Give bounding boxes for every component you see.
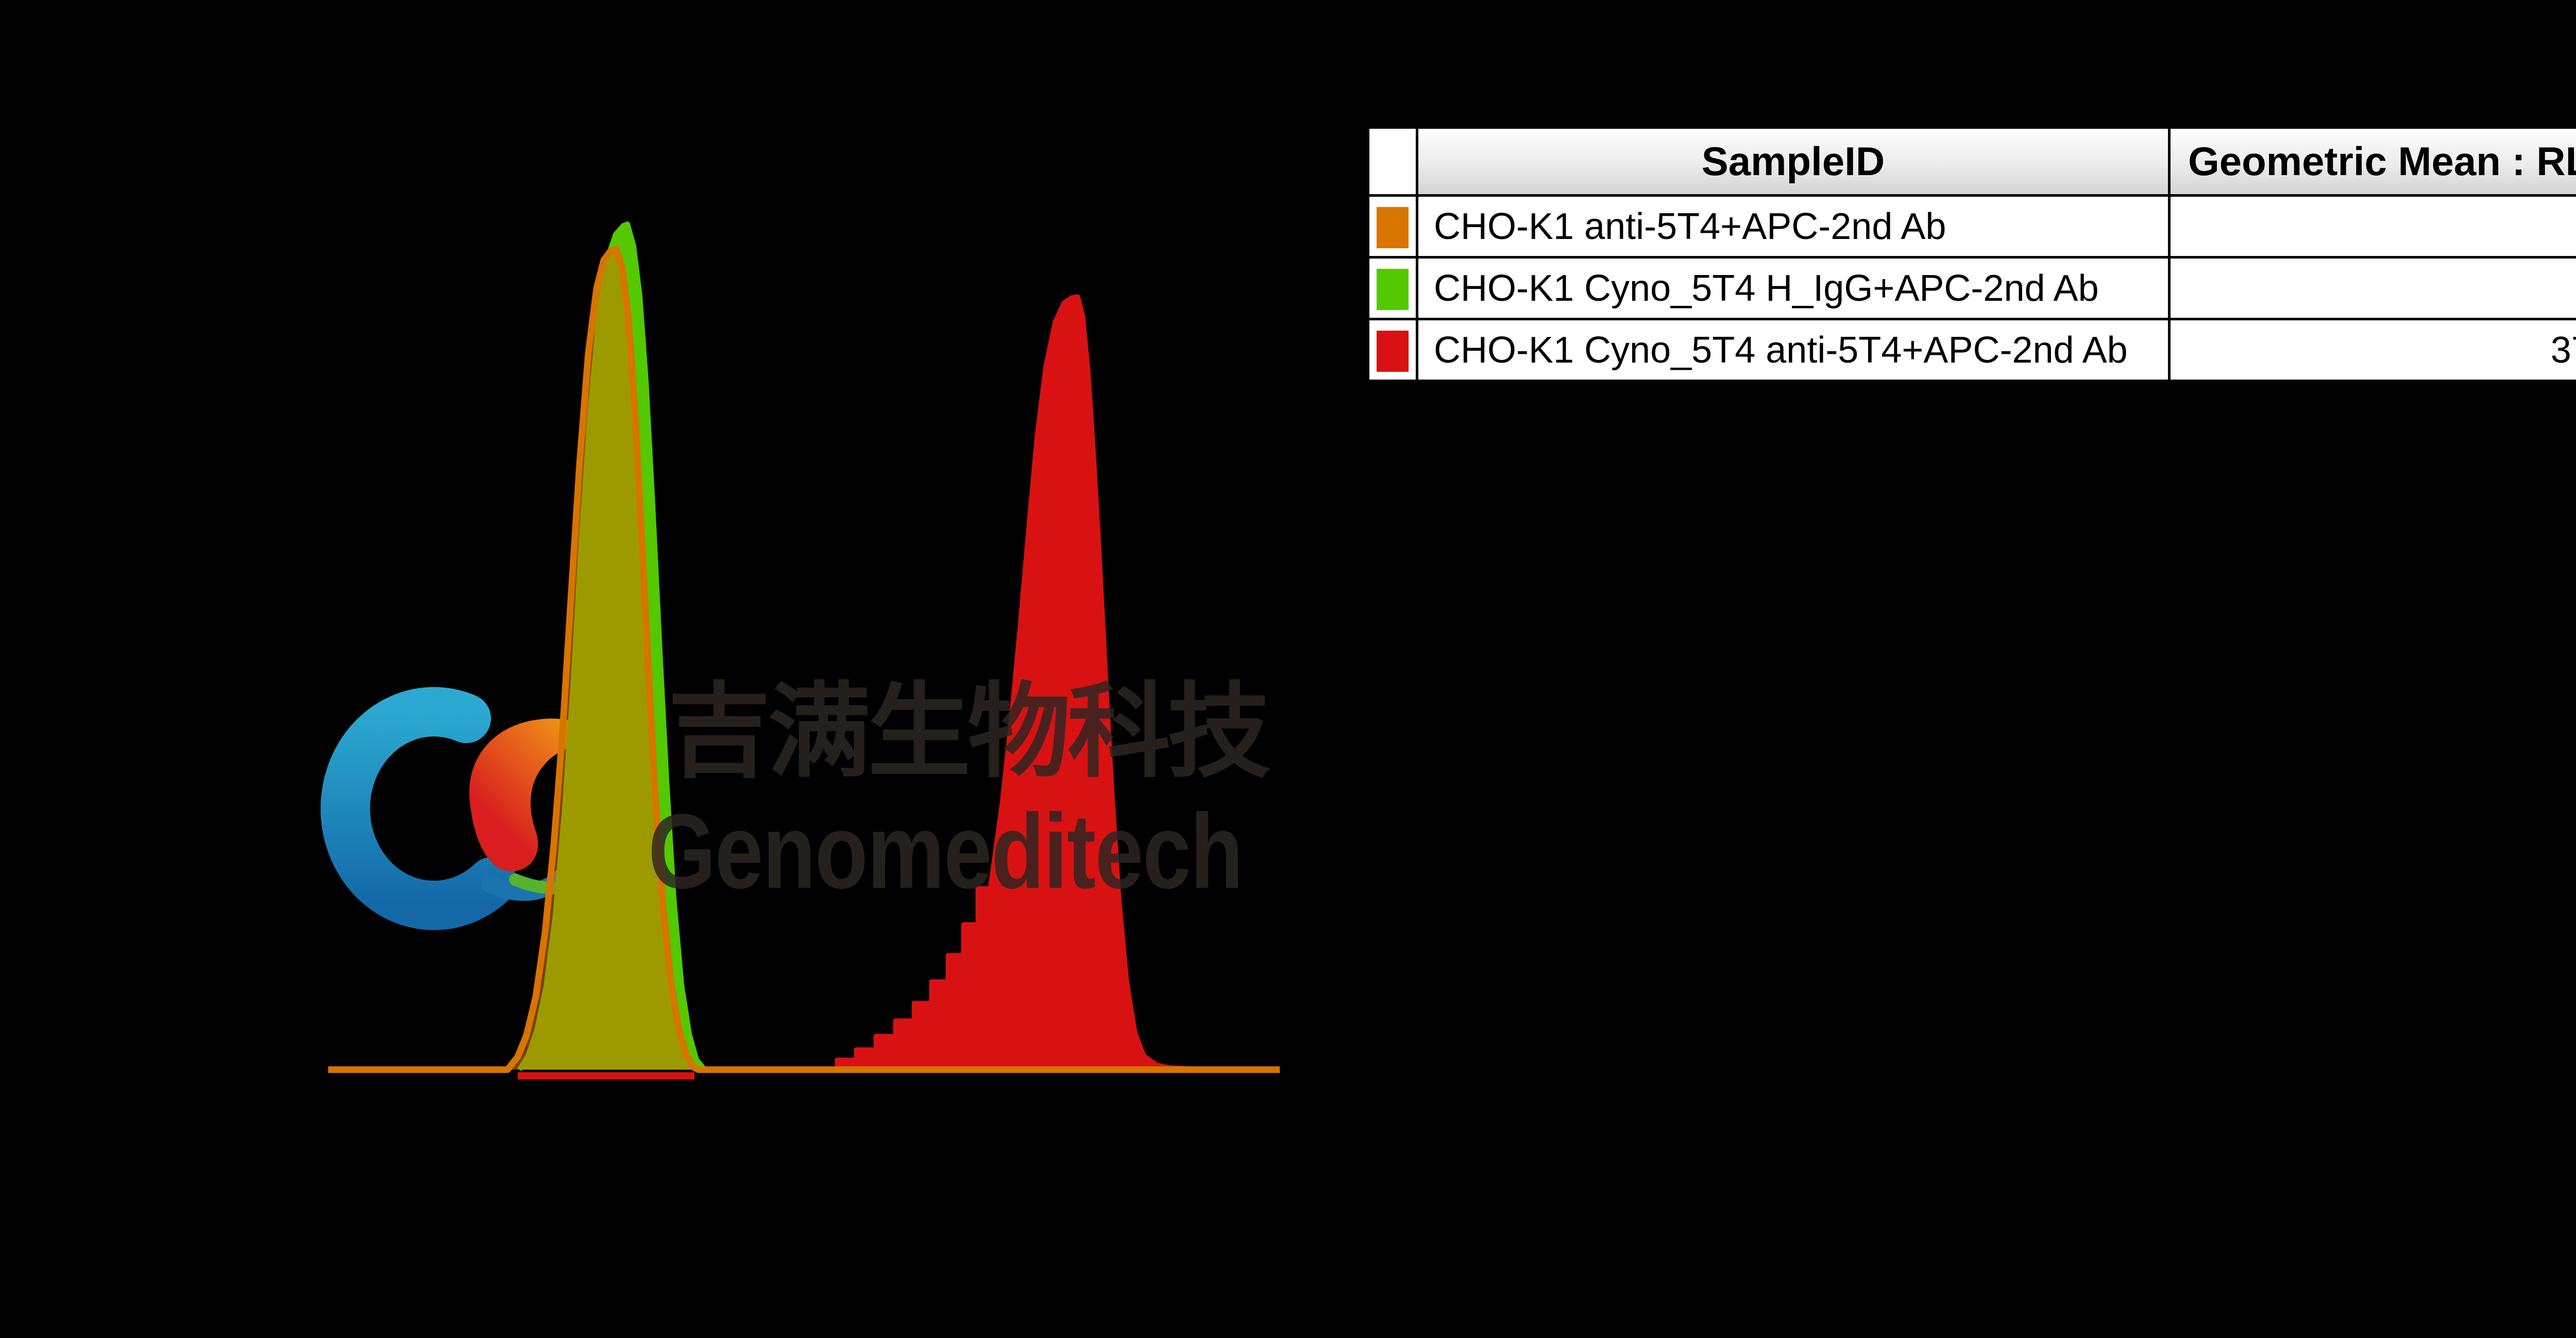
series-fill-cho-k1-anti5t4 [328, 249, 1280, 1070]
series-trace-cho-k1-cyno5t4-anti5t4 [697, 294, 1191, 1071]
swatch-header-cell [1367, 126, 1418, 197]
statistics-table: SampleID Geometric Mean : RL1-H CHO-K1 a… [1367, 126, 2576, 382]
geomean-header-cell: Geometric Mean : RL1-H [2168, 126, 2576, 197]
sample-id-cell: CHO-K1 anti-5T4+APC-2nd Ab [1416, 194, 2171, 259]
swatch-cell [1367, 318, 1418, 382]
series-fill-cho-k1-cyno5t4-anti5t4 [697, 297, 1190, 1070]
zero-line-underhang [518, 1072, 694, 1079]
series-color-swatch [1377, 269, 1409, 311]
logo-red-comma [469, 718, 618, 872]
sample-id-header-cell: SampleID [1416, 126, 2171, 197]
table-row: CHO-K1 Cyno_5T4 anti-5T4+APC-2nd Ab 3732… [1367, 318, 2576, 382]
series-trace-cho-k1-anti5t4 [328, 245, 1280, 1073]
watermark-cjk-text: 吉满生物科技 [668, 675, 1270, 790]
sample-id-cell: CHO-K1 Cyno_5T4 anti-5T4+APC-2nd Ab [1416, 318, 2171, 382]
swatch-cell [1367, 256, 1418, 320]
table-header-row: SampleID Geometric Mean : RL1-H [1367, 126, 2576, 197]
geomean-value-cell: 37325 [2168, 318, 2576, 382]
series-color-swatch [1377, 331, 1409, 372]
sample-id-cell: CHO-K1 Cyno_5T4 H_IgG+APC-2nd Ab [1416, 256, 2171, 320]
table-row: CHO-K1 Cyno_5T4 H_IgG+APC-2nd Ab 65.1 [1367, 256, 2576, 320]
series-color-swatch [1377, 207, 1409, 249]
watermark-latin-text: Genomeditech [648, 792, 1243, 911]
swatch-cell [1367, 194, 1418, 259]
geomean-value-cell: 65.1 [2168, 256, 2576, 320]
table-row: CHO-K1 anti-5T4+APC-2nd Ab 56.7 [1367, 194, 2576, 259]
logo-blue-swirl [320, 687, 517, 931]
geomean-value-cell: 56.7 [2168, 194, 2576, 259]
